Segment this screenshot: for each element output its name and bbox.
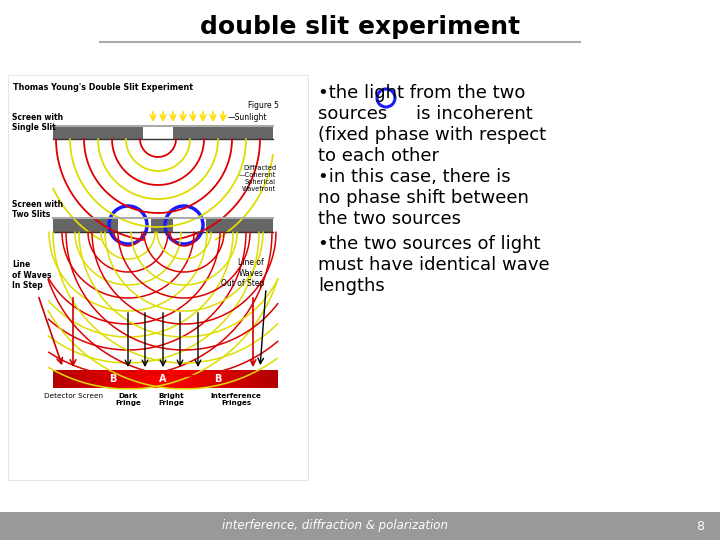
Bar bbox=[166, 370, 170, 388]
Bar bbox=[134, 370, 139, 388]
Bar bbox=[58, 370, 63, 388]
Text: Figure 5: Figure 5 bbox=[248, 100, 279, 110]
Bar bbox=[179, 370, 184, 388]
Bar bbox=[269, 370, 274, 388]
Bar bbox=[53, 370, 58, 388]
Bar bbox=[273, 370, 278, 388]
Bar bbox=[112, 370, 116, 388]
Bar bbox=[66, 370, 71, 388]
Text: •the two sources of light: •the two sources of light bbox=[318, 235, 541, 253]
Bar bbox=[125, 370, 130, 388]
Bar bbox=[201, 370, 206, 388]
Bar bbox=[224, 370, 228, 388]
Bar bbox=[215, 370, 220, 388]
Bar bbox=[255, 370, 260, 388]
Bar bbox=[188, 370, 192, 388]
Bar bbox=[206, 370, 210, 388]
Bar bbox=[8, 75, 308, 480]
Bar bbox=[173, 126, 273, 139]
Bar bbox=[152, 370, 157, 388]
Text: Thomas Young's Double Slit Experiment: Thomas Young's Double Slit Experiment bbox=[13, 83, 193, 91]
Bar bbox=[197, 370, 202, 388]
Bar bbox=[259, 370, 264, 388]
Bar bbox=[102, 370, 107, 388]
Bar bbox=[156, 370, 161, 388]
Bar bbox=[138, 370, 143, 388]
Bar bbox=[151, 218, 173, 232]
Text: Diffracted
—Coherent
Spherical
Wavefront: Diffracted —Coherent Spherical Wavefront bbox=[238, 165, 276, 192]
Text: 8: 8 bbox=[696, 519, 704, 532]
Bar bbox=[246, 370, 251, 388]
Text: Dark
Fringe: Dark Fringe bbox=[115, 393, 141, 406]
Text: •in this case, there is: •in this case, there is bbox=[318, 168, 510, 186]
Text: no phase shift between: no phase shift between bbox=[318, 189, 529, 207]
Bar bbox=[264, 370, 269, 388]
Bar bbox=[219, 370, 224, 388]
Bar bbox=[161, 370, 166, 388]
Bar bbox=[116, 370, 121, 388]
Text: B: B bbox=[109, 374, 117, 384]
Text: Interference
Fringes: Interference Fringes bbox=[210, 393, 261, 406]
Text: Screen with
Single Slit: Screen with Single Slit bbox=[12, 113, 63, 132]
Text: must have identical wave: must have identical wave bbox=[318, 256, 549, 274]
Text: —Sunlight: —Sunlight bbox=[228, 113, 268, 123]
Bar bbox=[84, 370, 89, 388]
Bar bbox=[143, 370, 148, 388]
Bar bbox=[62, 370, 67, 388]
Text: the two sources: the two sources bbox=[318, 210, 461, 228]
Bar bbox=[251, 370, 256, 388]
Bar bbox=[237, 370, 242, 388]
Bar bbox=[107, 370, 112, 388]
Bar bbox=[228, 370, 233, 388]
Bar bbox=[183, 370, 188, 388]
Text: Screen with
Two Slits: Screen with Two Slits bbox=[12, 200, 63, 219]
Bar bbox=[233, 370, 238, 388]
Bar bbox=[242, 370, 246, 388]
Text: (fixed phase with respect: (fixed phase with respect bbox=[318, 126, 546, 144]
Text: Line
of Waves
In Step: Line of Waves In Step bbox=[12, 260, 52, 290]
Bar bbox=[174, 370, 179, 388]
Bar bbox=[0, 512, 720, 540]
Bar bbox=[210, 370, 215, 388]
Text: Detector Screen: Detector Screen bbox=[43, 393, 102, 399]
Text: double slit experiment: double slit experiment bbox=[200, 15, 520, 39]
Bar bbox=[53, 126, 143, 139]
Bar bbox=[206, 218, 273, 232]
Bar bbox=[76, 370, 81, 388]
Bar bbox=[80, 370, 85, 388]
Bar bbox=[130, 370, 134, 388]
Text: •the light from the two: •the light from the two bbox=[318, 84, 526, 102]
Text: interference, diffraction & polarization: interference, diffraction & polarization bbox=[222, 519, 448, 532]
Bar bbox=[71, 370, 76, 388]
Text: lengths: lengths bbox=[318, 277, 384, 295]
Text: sources     is incoherent: sources is incoherent bbox=[318, 105, 533, 123]
Bar bbox=[120, 370, 125, 388]
Text: A: A bbox=[159, 374, 167, 384]
Bar bbox=[148, 370, 152, 388]
Text: to each other: to each other bbox=[318, 147, 439, 165]
Text: Line of
Waves
Out of Step: Line of Waves Out of Step bbox=[220, 258, 264, 288]
Bar bbox=[98, 370, 103, 388]
Bar bbox=[53, 218, 118, 232]
Bar bbox=[94, 370, 99, 388]
Bar bbox=[170, 370, 175, 388]
Bar bbox=[192, 370, 197, 388]
Text: B: B bbox=[215, 374, 222, 384]
Text: Bright
Fringe: Bright Fringe bbox=[158, 393, 184, 406]
Bar bbox=[89, 370, 94, 388]
